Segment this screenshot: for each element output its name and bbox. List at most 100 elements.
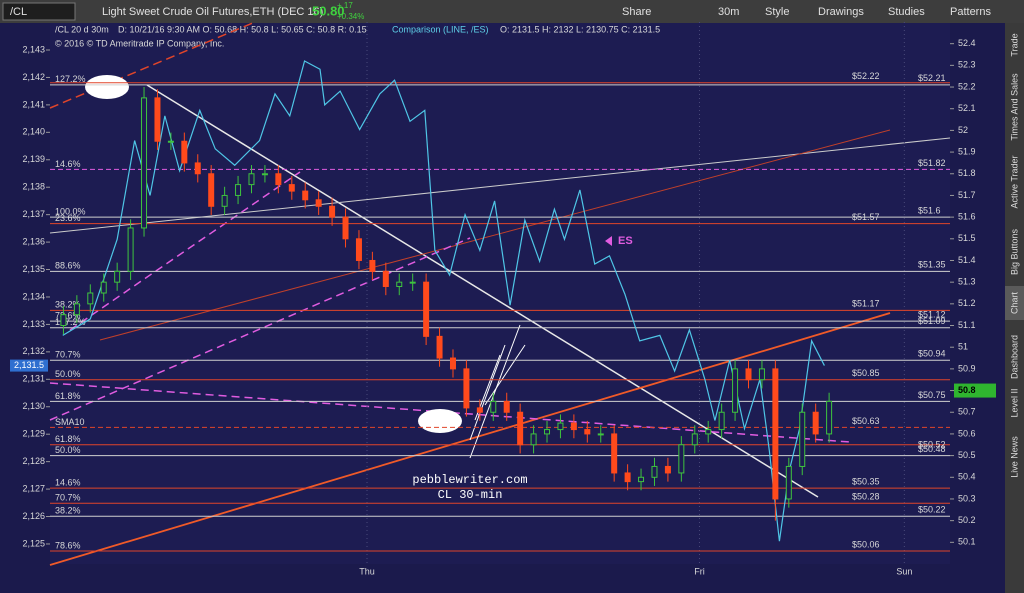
candle-body — [181, 140, 188, 164]
y2-tick-label: 2,139 — [22, 154, 45, 164]
sidebar-tab[interactable]: Chart — [1009, 292, 1019, 315]
candle-body — [678, 444, 685, 474]
sidebar-tab[interactable]: Live News — [1009, 436, 1019, 478]
candle-body — [624, 472, 631, 483]
toolbar-button[interactable]: Style — [765, 6, 789, 18]
level-tag: 14.6% — [55, 159, 81, 169]
description: Light Sweet Crude Oil Futures,ETH (DEC 1… — [102, 6, 323, 18]
y-tick-label: 52.2 — [958, 81, 976, 91]
y2-tick-label: 2,137 — [22, 209, 45, 219]
candle-body — [557, 422, 564, 431]
y-tick-label: 50.6 — [958, 428, 976, 438]
x-tick-label: Sun — [896, 566, 912, 576]
level-tag: SMA10 — [55, 417, 85, 427]
y2-tick-label: 2,131 — [22, 374, 45, 384]
level-label: $51.17 — [852, 299, 880, 309]
candle-body — [127, 227, 134, 272]
symbol-box[interactable] — [2, 2, 76, 21]
candle-body — [584, 429, 591, 435]
trendline — [146, 84, 819, 498]
level-tag: 70.7% — [55, 350, 81, 360]
toolbar-button[interactable]: Share — [622, 6, 651, 18]
y-tick-label: 50.7 — [958, 407, 976, 417]
y-tick-label: 51.6 — [958, 211, 976, 221]
y2-tick-label: 2,132 — [22, 346, 45, 356]
y2-tick-label: 2,125 — [22, 538, 45, 548]
level-label: $51.6 — [918, 205, 941, 215]
level-label: $50.48 — [918, 444, 946, 454]
y2-tick-label: 2,126 — [22, 511, 45, 521]
level-tag: 78.6% — [55, 540, 81, 550]
candle-body — [449, 357, 456, 370]
candle-body — [611, 433, 618, 474]
trendline — [69, 171, 301, 331]
candle-body — [544, 429, 551, 435]
y2-tick-label: 2,135 — [22, 264, 45, 274]
y-tick-label: 51.7 — [958, 190, 976, 200]
y2-tick-label: 2,133 — [22, 319, 45, 329]
y-tick-label: 51.5 — [958, 233, 976, 243]
candle-body — [691, 433, 698, 446]
level-label: $52.21 — [918, 73, 946, 83]
candle-body — [745, 368, 752, 381]
level-label: $51.12 — [918, 310, 946, 320]
y-tick-label: 52.3 — [958, 60, 976, 70]
y2-tick-label: 2,128 — [22, 456, 45, 466]
candle-body — [87, 292, 94, 305]
y2-tick-label: 2,142 — [22, 72, 45, 82]
level-label: $51.57 — [852, 212, 880, 222]
y2-tick-label: 2,136 — [22, 236, 45, 246]
change: +.17 — [337, 1, 353, 10]
y-tick-label: 51 — [958, 342, 968, 352]
level-label: $50.63 — [852, 416, 880, 426]
sidebar-tab[interactable]: Active Trader — [1009, 155, 1019, 208]
candle-body — [705, 429, 712, 435]
y-tick-label: 51.1 — [958, 320, 976, 330]
chart-title: /CL 20 d 30m — [55, 24, 109, 34]
candle-body — [772, 368, 779, 500]
y2-tick-label: 2,134 — [22, 291, 45, 301]
candle-body — [194, 162, 201, 175]
es-arrow — [605, 236, 612, 246]
candle-body — [315, 199, 322, 207]
level-label: $50.52 — [918, 440, 946, 450]
y-tick-label: 52 — [958, 125, 968, 135]
trendline — [49, 237, 471, 421]
y-tick-label: 52.1 — [958, 103, 976, 113]
channel-line — [469, 344, 506, 441]
sidebar-tab[interactable]: Big Buttons — [1009, 228, 1019, 275]
toolbar-button[interactable]: Studies — [888, 6, 925, 18]
sidebar-tab[interactable]: Trade — [1009, 33, 1019, 56]
level-tag: 50.0% — [55, 445, 81, 455]
y-tick-label: 51.3 — [958, 277, 976, 287]
level-label: $50.22 — [918, 505, 946, 515]
level-label: $52.22 — [852, 71, 880, 81]
candle-body — [503, 400, 510, 413]
sidebar-tab[interactable]: Level II — [1009, 388, 1019, 417]
x-tick-label: Fri — [694, 566, 705, 576]
level-label: $50.35 — [852, 476, 880, 486]
toolbar-button[interactable]: Patterns — [950, 6, 991, 18]
level-label: $50.94 — [918, 349, 946, 359]
sidebar-tab[interactable]: Times And Sales — [1009, 73, 1019, 141]
level-tag: 23.6% — [55, 213, 81, 223]
last-price: 50.80 — [312, 3, 345, 18]
toolbar-button[interactable]: 30m — [718, 6, 739, 18]
y-tick-label: 51.9 — [958, 146, 976, 156]
candle-body — [248, 173, 255, 186]
level-tag: 127.2% — [55, 74, 86, 84]
level-tag: 78.6% — [55, 311, 81, 321]
level-tag: 88.6% — [55, 261, 81, 271]
last-price-y2-tag-bg — [10, 359, 48, 372]
sidebar-tab-active — [1005, 286, 1024, 320]
candle-body — [758, 368, 765, 381]
sidebar-tab[interactable]: Dashboard — [1009, 335, 1019, 379]
candle-body — [382, 270, 389, 287]
toolbar-button[interactable]: Drawings — [818, 6, 864, 18]
trendline — [49, 21, 256, 109]
candle-body — [530, 433, 537, 446]
level-label: $50.06 — [852, 539, 880, 549]
x-tick-label: Thu — [359, 566, 375, 576]
y2-tick-label: 2,127 — [22, 483, 45, 493]
